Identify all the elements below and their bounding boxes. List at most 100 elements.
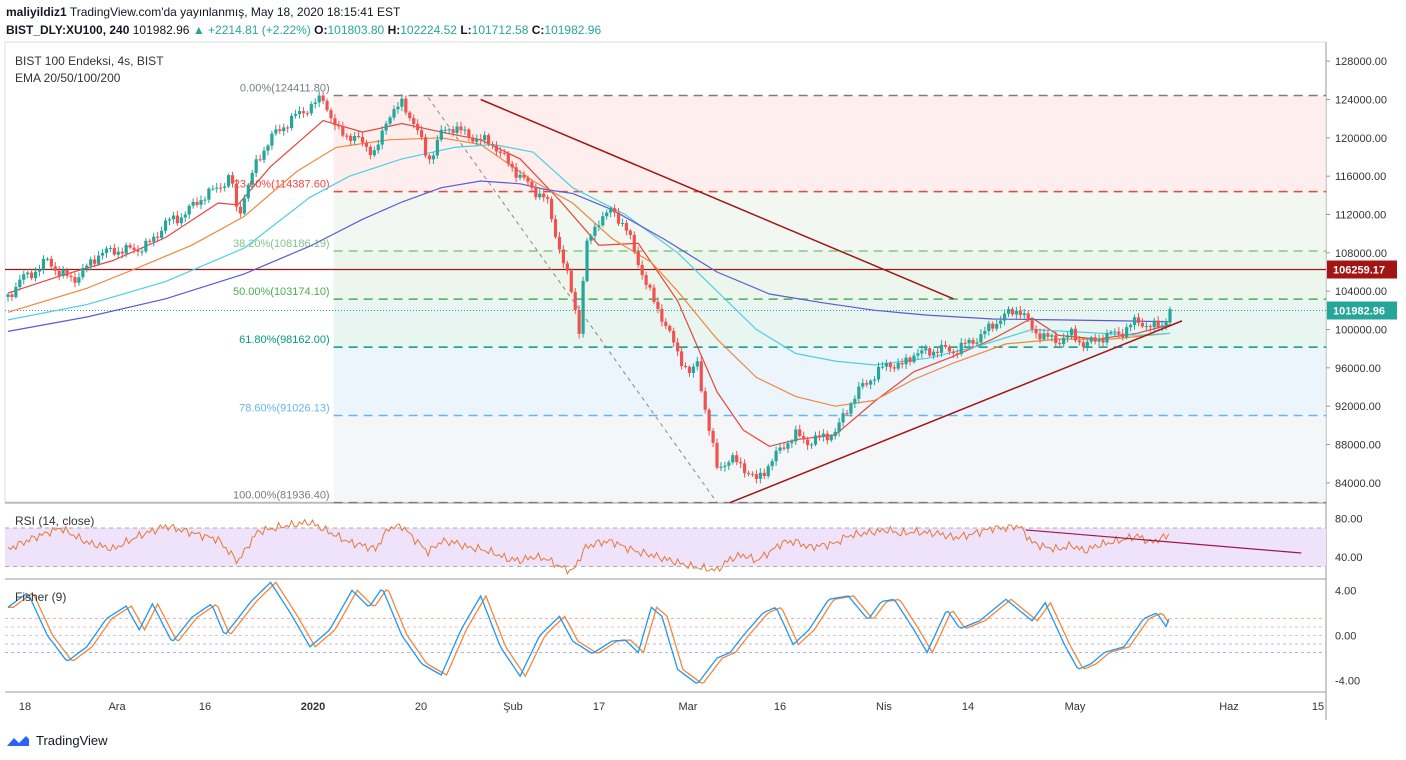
fisher-axis-label: -4.00 xyxy=(1335,676,1360,688)
candle-body xyxy=(928,348,932,356)
candle-body xyxy=(195,201,199,205)
candle-body xyxy=(1089,337,1093,342)
candle-body xyxy=(1121,333,1125,338)
candle-body xyxy=(486,135,491,145)
candle-body xyxy=(412,118,416,124)
fisher-legend[interactable]: Fisher (9) xyxy=(15,590,67,604)
candle-body xyxy=(6,294,10,297)
time-axis-label: Ara xyxy=(108,701,126,713)
candle-body xyxy=(790,441,794,444)
candle-body xyxy=(526,177,530,182)
candle-body xyxy=(908,357,912,363)
candle-body xyxy=(955,353,959,355)
rsi-legend[interactable]: RSI (14, close) xyxy=(15,514,95,528)
candle-body xyxy=(932,351,936,356)
candle-body xyxy=(112,247,116,255)
candle-body xyxy=(676,342,680,352)
candle-body xyxy=(778,447,782,451)
candle-body xyxy=(1097,339,1101,342)
candle-body xyxy=(419,130,424,138)
candle-body xyxy=(290,115,294,129)
fib-zone xyxy=(333,347,1327,416)
candle-body xyxy=(719,466,723,468)
candle-body xyxy=(337,125,341,127)
fisher-axis-label: 4.00 xyxy=(1335,585,1356,597)
candle-body xyxy=(821,433,825,437)
candle-body xyxy=(1117,331,1121,334)
candle-body xyxy=(26,272,30,275)
candle-body xyxy=(703,391,707,410)
candle-body xyxy=(475,138,479,142)
candle-body xyxy=(1113,331,1117,333)
candle-body xyxy=(1156,320,1160,328)
resistance-price-label-box xyxy=(1327,260,1397,279)
candle-body xyxy=(999,320,1003,324)
candle-body xyxy=(896,362,900,369)
rsi-pane xyxy=(5,518,1326,575)
candle-body xyxy=(1002,313,1007,321)
candle-body xyxy=(880,366,885,368)
candle-body xyxy=(876,366,881,380)
candle-body xyxy=(833,431,837,437)
candle-body xyxy=(317,95,321,103)
candle-body xyxy=(494,145,499,152)
tradingview-brand[interactable]: TradingView xyxy=(6,733,108,748)
candle-body xyxy=(451,129,455,133)
low-label: L: xyxy=(460,23,472,37)
author-name[interactable]: maliyildiz1 xyxy=(6,5,67,19)
candle-body xyxy=(640,264,644,276)
price-axis-label: 88000.00 xyxy=(1335,440,1381,452)
rsi-axis-label: 40.00 xyxy=(1335,552,1363,564)
candle-body xyxy=(250,172,254,185)
candle-body xyxy=(628,230,632,235)
candle-body xyxy=(869,380,873,385)
candle-body xyxy=(144,240,148,252)
symbol-name[interactable]: BIST_DLY:XU100, 240 xyxy=(6,23,130,37)
price-axis-label: 100000.00 xyxy=(1335,325,1387,337)
candle-body xyxy=(325,100,329,111)
ema-legend[interactable]: EMA 20/50/100/200 xyxy=(15,71,121,85)
candle-body xyxy=(987,323,991,331)
candle-body xyxy=(983,330,987,335)
candle-body xyxy=(1077,340,1082,343)
candle-body xyxy=(711,430,715,443)
candle-body xyxy=(93,259,97,264)
candle-body xyxy=(219,187,223,189)
candle-body xyxy=(561,249,565,264)
candle-body xyxy=(400,98,404,107)
candle-body xyxy=(746,473,751,475)
candle-body xyxy=(1168,309,1172,323)
ema50-line xyxy=(7,137,1171,407)
candle-body xyxy=(262,150,266,160)
candle-body xyxy=(483,135,487,140)
fibonacci-retracement[interactable]: 0.00%(124411.80)23.60%(114387.60)38.20%(… xyxy=(233,83,1327,504)
fib-zone xyxy=(333,415,1327,503)
candle-body xyxy=(305,113,309,115)
candle-body xyxy=(853,398,857,404)
candle-body xyxy=(309,104,313,114)
candle-body xyxy=(825,433,829,441)
candle-body xyxy=(912,355,916,363)
candle-body xyxy=(798,429,802,437)
symbol-info: BIST_DLY:XU100, 240 101982.96 ▲ +2214.81… xyxy=(6,23,601,37)
candle-body xyxy=(33,271,38,279)
candle-body xyxy=(175,215,179,224)
fisher-line xyxy=(7,581,1170,684)
candle-body xyxy=(1058,343,1062,345)
candle-body xyxy=(45,258,49,260)
candle-body xyxy=(613,208,617,213)
candle-body xyxy=(668,325,672,331)
candle-body xyxy=(1105,332,1109,343)
candle-body xyxy=(447,129,451,131)
ema100-line xyxy=(7,143,1171,366)
candle-body xyxy=(502,152,506,154)
candle-body xyxy=(372,150,376,156)
time-axis-label: 2020 xyxy=(301,701,325,713)
chart-title[interactable]: BIST 100 Endeksi, 4s, BIST xyxy=(15,54,164,68)
candle-body xyxy=(459,126,463,131)
low-value: 101712.58 xyxy=(471,23,529,37)
fisher-axis-label: 0.00 xyxy=(1335,631,1356,643)
candle-body xyxy=(1046,333,1050,337)
price-axis-label: 112000.00 xyxy=(1335,210,1386,222)
